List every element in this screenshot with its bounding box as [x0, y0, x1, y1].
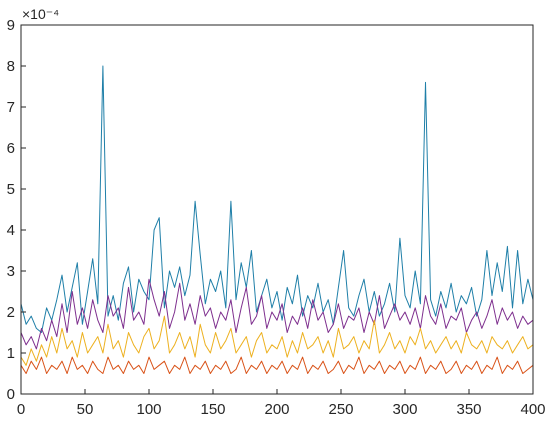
y-tick-label: 2 [7, 304, 15, 321]
y-tick-label: 8 [7, 58, 15, 75]
y-tick-label: 3 [7, 263, 15, 280]
y-tick-label: 7 [7, 99, 15, 116]
y-tick-label: 5 [7, 181, 15, 198]
y-tick-label: 1 [7, 345, 15, 362]
x-tick-label: 250 [328, 401, 353, 418]
series-layer [20, 65, 534, 374]
x-tick-label: 150 [200, 401, 225, 418]
series-line-2 [20, 278, 534, 350]
x-tick-label: 350 [456, 401, 481, 418]
y-tick-label: 6 [7, 140, 15, 157]
tick-layer: 0 50 100 150 200 250 300 350 400 0 1 2 3 4 5 6 7 8 9 [7, 17, 546, 418]
series-line-3 [20, 315, 534, 366]
y-exponent-label: ×10⁻⁴ [22, 6, 59, 22]
x-tick-label: 50 [77, 401, 94, 418]
series-line-4 [20, 356, 534, 374]
y-tick-label: 9 [7, 17, 15, 34]
plot-background [21, 25, 533, 394]
y-tick-label: 4 [7, 222, 15, 239]
series-line-1 [20, 65, 534, 333]
x-tick-label: 400 [520, 401, 545, 418]
y-tick-label: 0 [7, 386, 15, 403]
x-tick-label: 200 [264, 401, 289, 418]
x-tick-label: 300 [392, 401, 417, 418]
x-tick-label: 0 [17, 401, 25, 418]
x-tick-label: 100 [136, 401, 161, 418]
